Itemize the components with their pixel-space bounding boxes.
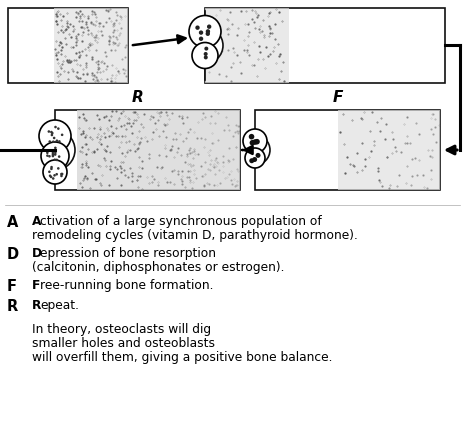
Text: A: A (7, 215, 18, 230)
Circle shape (54, 153, 56, 156)
Wedge shape (55, 130, 75, 170)
Circle shape (55, 173, 58, 176)
Bar (77, 110, 240, 190)
Bar (205, 8, 289, 83)
Text: F: F (32, 279, 40, 292)
Circle shape (46, 154, 49, 157)
Text: smaller holes and osteoblasts: smaller holes and osteoblasts (32, 337, 215, 350)
Wedge shape (255, 135, 270, 165)
Wedge shape (205, 27, 223, 64)
Circle shape (250, 140, 255, 146)
Circle shape (47, 130, 50, 133)
Circle shape (54, 146, 57, 149)
Circle shape (48, 140, 51, 143)
Circle shape (199, 31, 203, 35)
Circle shape (195, 25, 200, 30)
Text: R: R (132, 90, 143, 105)
Text: epression of bone resorption: epression of bone resorption (40, 247, 217, 260)
Circle shape (252, 139, 258, 145)
Bar (55, 110, 240, 190)
Text: D: D (32, 247, 42, 260)
Circle shape (52, 153, 54, 156)
Text: D: D (7, 247, 19, 262)
Circle shape (206, 31, 210, 36)
Circle shape (52, 140, 55, 143)
Bar (205, 8, 445, 83)
Bar (54, 8, 128, 83)
Circle shape (48, 170, 51, 173)
Circle shape (53, 136, 55, 139)
Circle shape (249, 158, 254, 163)
Text: remodeling cycles (vitamin D, parathyroid hormone).: remodeling cycles (vitamin D, parathyroi… (32, 229, 358, 242)
Text: ree-running bone formation.: ree-running bone formation. (40, 279, 214, 292)
Text: A: A (62, 0, 74, 3)
Circle shape (54, 158, 56, 161)
Text: will overfill them, giving a positive bone balance.: will overfill them, giving a positive bo… (32, 351, 332, 364)
Circle shape (204, 55, 208, 59)
Circle shape (46, 151, 49, 154)
Bar (8, 8, 128, 83)
Circle shape (52, 155, 54, 157)
Circle shape (54, 126, 57, 128)
Circle shape (43, 160, 67, 184)
Circle shape (52, 152, 54, 154)
Circle shape (254, 139, 260, 144)
Text: D: D (319, 0, 331, 3)
Circle shape (50, 176, 52, 178)
Circle shape (50, 167, 53, 170)
Text: R: R (32, 299, 41, 312)
Circle shape (55, 159, 58, 161)
Circle shape (50, 131, 53, 133)
Text: F: F (332, 90, 343, 105)
Text: In theory, osteoclasts will dig: In theory, osteoclasts will dig (32, 323, 211, 336)
Circle shape (54, 151, 57, 154)
Bar (338, 110, 440, 190)
Circle shape (243, 129, 267, 153)
Circle shape (60, 175, 63, 177)
Text: F: F (7, 279, 17, 294)
Circle shape (245, 148, 265, 168)
Circle shape (51, 132, 54, 134)
Circle shape (50, 166, 53, 168)
Circle shape (207, 24, 211, 29)
Text: (calcitonin, diphosphonates or estrogen).: (calcitonin, diphosphonates or estrogen)… (32, 261, 284, 274)
Circle shape (192, 42, 218, 68)
Circle shape (51, 134, 53, 136)
Circle shape (58, 155, 61, 158)
Circle shape (52, 177, 55, 180)
Text: R: R (7, 299, 18, 314)
Circle shape (204, 52, 208, 56)
Circle shape (204, 47, 209, 51)
Bar (255, 110, 440, 190)
Circle shape (61, 133, 64, 136)
Circle shape (49, 174, 51, 177)
Circle shape (48, 155, 51, 157)
Text: ctivation of a large synchronous population of: ctivation of a large synchronous populat… (40, 215, 322, 228)
Circle shape (57, 167, 60, 170)
Circle shape (255, 153, 261, 158)
Circle shape (55, 140, 58, 142)
Circle shape (60, 173, 63, 175)
Circle shape (189, 16, 221, 48)
Circle shape (206, 29, 210, 34)
Circle shape (58, 140, 61, 143)
Circle shape (199, 37, 203, 41)
Circle shape (57, 127, 60, 130)
Circle shape (249, 134, 255, 140)
Circle shape (41, 142, 69, 170)
Circle shape (252, 157, 257, 162)
Circle shape (61, 173, 64, 175)
Text: A: A (32, 215, 42, 228)
Text: epeat.: epeat. (40, 299, 80, 312)
Circle shape (39, 120, 71, 152)
Circle shape (53, 174, 56, 177)
